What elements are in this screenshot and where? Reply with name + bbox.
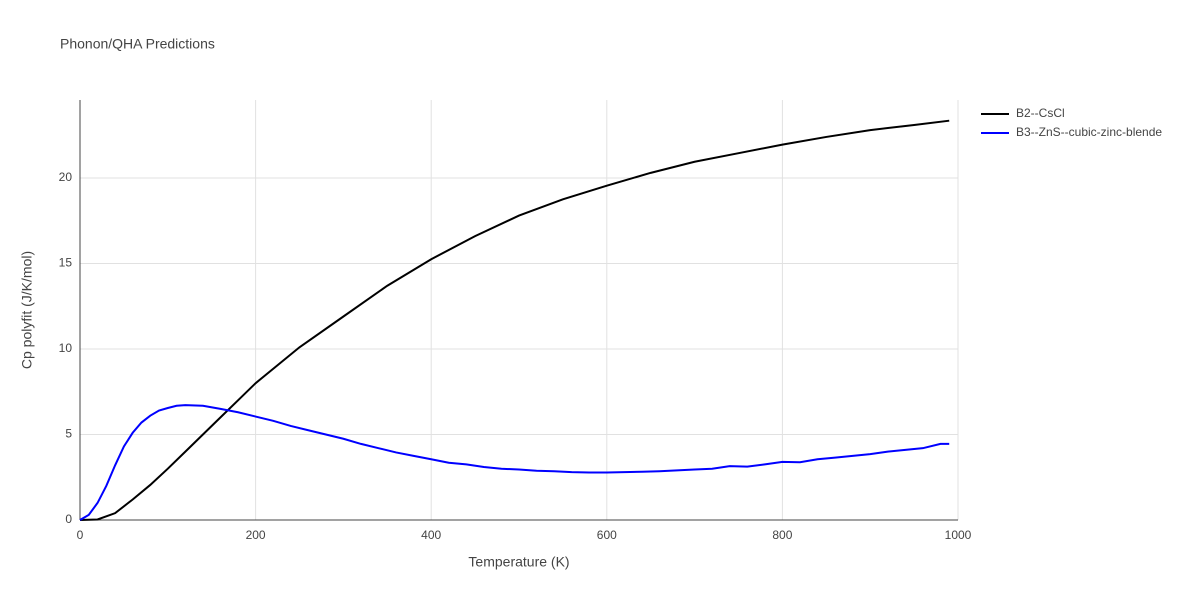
y-axis-label: Cp polyfit (J/K/mol): [19, 251, 35, 369]
line: [79, 119, 950, 521]
y-tick-label: 20: [59, 170, 73, 184]
y-tick-label: 10: [59, 341, 73, 355]
y-tick-label: 15: [59, 256, 73, 270]
x-tick-label: 600: [597, 528, 617, 542]
legend-label: B3--ZnS--cubic-zinc-blende: [1016, 125, 1162, 139]
x-axis-label: Temperature (K): [468, 554, 569, 570]
x-tick-label: 800: [772, 528, 792, 542]
chart-title: Phonon/QHA Predictions: [60, 36, 215, 52]
legend-label: B2--CsCl: [1016, 106, 1065, 120]
x-tick-label: 0: [77, 528, 84, 542]
line: [79, 404, 950, 521]
x-tick-label: 1000: [945, 528, 972, 542]
x-tick-label: 400: [421, 528, 441, 542]
y-tick-label: 5: [65, 427, 72, 441]
x-tick-label: 200: [246, 528, 266, 542]
y-tick-label: 0: [65, 512, 72, 526]
